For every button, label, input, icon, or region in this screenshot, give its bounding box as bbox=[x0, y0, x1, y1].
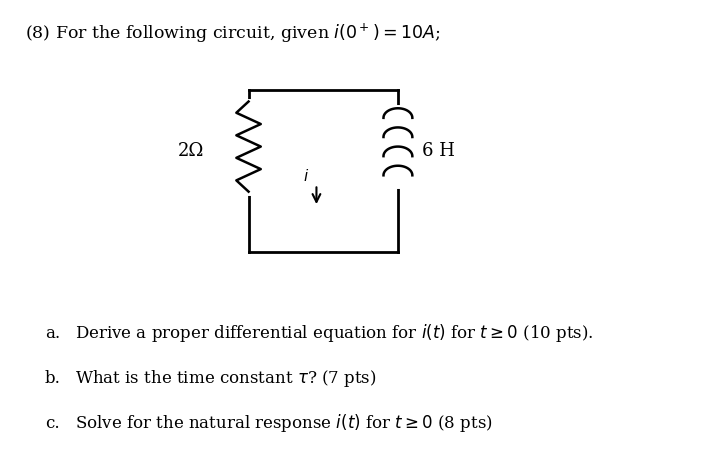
Text: a.: a. bbox=[45, 325, 60, 341]
Text: Solve for the natural response $i(t)$ for $t \geq 0$ (8 pts): Solve for the natural response $i(t)$ fo… bbox=[75, 412, 493, 434]
Text: (8) For the following circuit, given $i(0^+) = 10A$;: (8) For the following circuit, given $i(… bbox=[24, 22, 440, 45]
Text: c.: c. bbox=[45, 415, 60, 432]
Text: b.: b. bbox=[45, 369, 61, 387]
Text: Derive a proper differential equation for $i(t)$ for $t\geq0$ (10 pts).: Derive a proper differential equation fo… bbox=[75, 322, 594, 344]
Text: 2Ω: 2Ω bbox=[178, 142, 204, 160]
Text: What is the time constant $\tau$? (7 pts): What is the time constant $\tau$? (7 pts… bbox=[75, 368, 377, 389]
Text: $i$: $i$ bbox=[303, 168, 309, 185]
Text: 6 H: 6 H bbox=[422, 142, 454, 160]
